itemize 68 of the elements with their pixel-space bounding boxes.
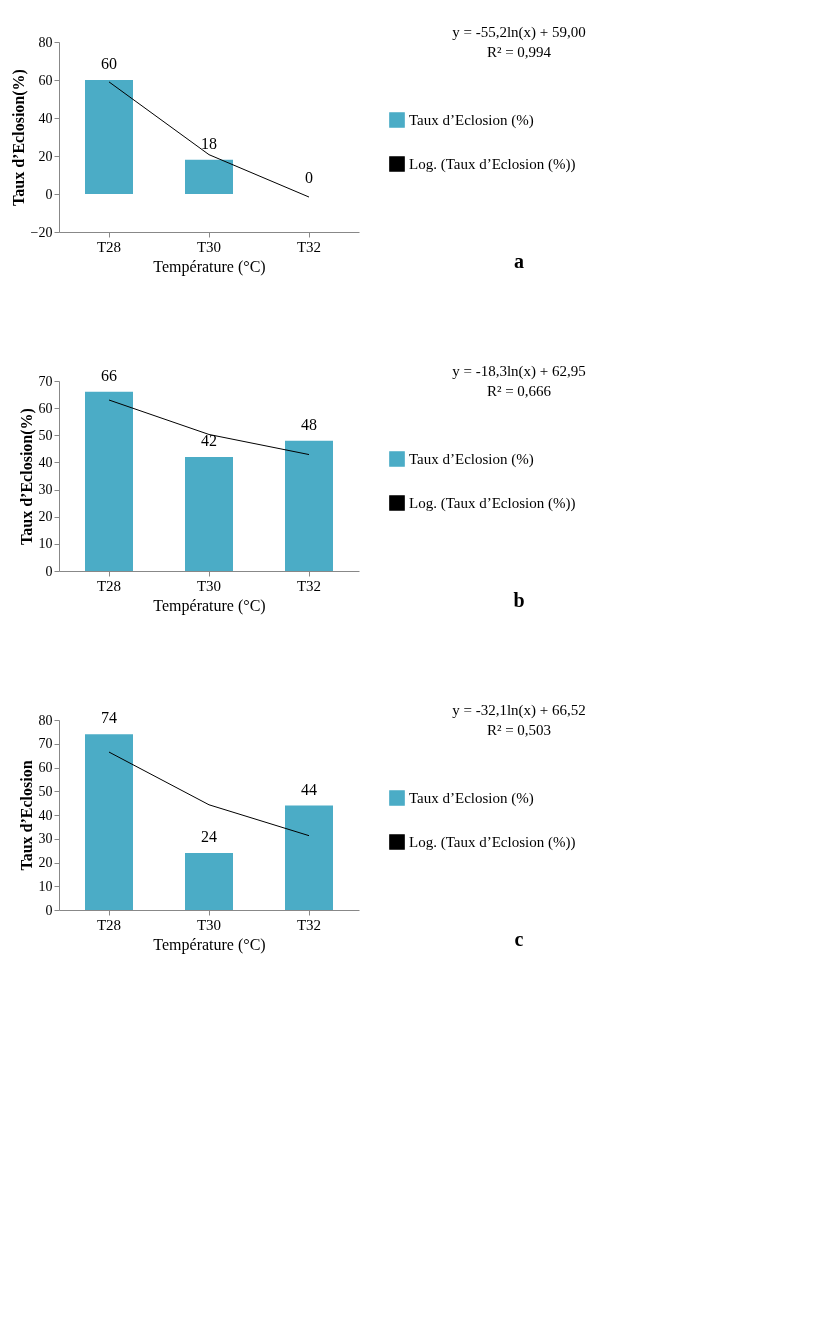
y-axis-title: Taux d’Eclosion(%) (17, 408, 36, 545)
x-tick-label: T30 (196, 577, 222, 594)
bar (285, 805, 333, 910)
x-tick-label: T32 (296, 916, 322, 933)
y-tick-label: 10 (38, 536, 53, 552)
text: a (514, 250, 524, 272)
y-tick-label: 70 (38, 736, 53, 752)
y-tick-label: 30 (38, 482, 53, 498)
y-tick-label: 20 (38, 148, 53, 164)
data-label: 60 (101, 55, 117, 72)
legend-label: Log. (Taux d’Eclosion (%)) (409, 834, 576, 851)
y-tick-label: 80 (38, 34, 53, 50)
x-tick-label: T30 (196, 238, 222, 255)
x-tick-label: T30 (196, 916, 222, 933)
data-label: 66 (101, 366, 117, 384)
data-label: 18 (201, 134, 217, 152)
bar (185, 853, 233, 910)
text: R² = 0,994 (486, 44, 552, 60)
x-tick-label: T28 (96, 916, 122, 933)
x-tick-label: T32 (296, 577, 322, 594)
y-tick-label: −20 (30, 224, 53, 240)
data-label: 44 (301, 780, 317, 798)
y-tick-label: 40 (38, 454, 53, 470)
y-tick-label: 10 (38, 878, 53, 894)
data-label: 0 (305, 169, 313, 186)
y-tick-label: 20 (38, 855, 53, 870)
x-tick-label: T32 (296, 238, 322, 255)
x-axis-title: Température (°C) (153, 257, 266, 276)
text: R² = 0,666 (486, 383, 552, 399)
bar (85, 391, 133, 571)
bar (85, 734, 133, 910)
legend-label: Taux d’Eclosion (%) (409, 790, 534, 807)
y-tick-label: 30 (38, 831, 53, 847)
y-tick-label: 50 (38, 783, 53, 799)
legend-label: Log. (Taux d’Eclosion (%)) (409, 495, 576, 512)
y-tick-label: 0 (45, 563, 53, 579)
bar (185, 457, 233, 571)
text: y = -55,2ln(x) + 59,00 (452, 24, 586, 41)
data-label: 48 (301, 415, 317, 433)
x-axis-title: Température (°C) (153, 935, 266, 954)
data-label: 42 (201, 432, 217, 449)
text: c (514, 928, 524, 950)
legend-label: Taux d’Eclosion (%) (409, 112, 534, 129)
bar (285, 440, 333, 571)
data-label: 24 (201, 828, 217, 845)
y-tick-label: 70 (38, 373, 53, 389)
legend-label: Log. (Taux d’Eclosion (%)) (409, 156, 576, 173)
y-tick-label: 60 (38, 72, 53, 88)
x-axis-title: Température (°C) (153, 596, 266, 615)
x-tick-label: T28 (96, 577, 122, 594)
text: y = -18,3ln(x) + 62,95 (452, 363, 586, 380)
x-tick-label: T28 (96, 238, 122, 255)
y-tick-label: 40 (38, 110, 53, 126)
y-tick-label: 80 (38, 712, 53, 728)
y-tick-label: 0 (45, 902, 53, 918)
legend-label: Taux d’Eclosion (%) (409, 451, 534, 468)
text: R² = 0,503 (486, 722, 552, 738)
y-tick-label: 50 (38, 427, 53, 443)
data-label: 74 (101, 709, 117, 727)
y-axis-title: Taux d’Eclosion (17, 760, 35, 871)
y-tick-label: 60 (38, 400, 53, 416)
y-tick-label: 60 (38, 760, 53, 775)
y-axis-title: Taux d’Eclosion(%) (9, 69, 28, 206)
text: b (513, 589, 525, 611)
y-tick-label: 0 (45, 186, 53, 202)
y-tick-label: 20 (38, 509, 53, 525)
text: y = -32,1ln(x) + 66,52 (452, 702, 586, 719)
y-tick-label: 40 (38, 807, 53, 823)
